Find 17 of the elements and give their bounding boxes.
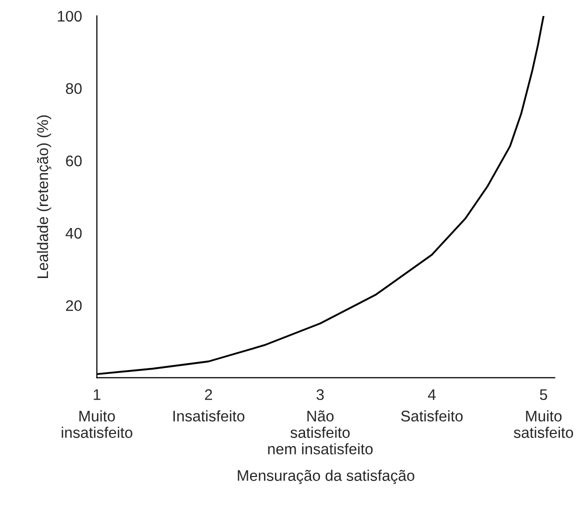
x-tick-label: 2 [205, 389, 212, 400]
y-tick-label: 80 [66, 83, 82, 94]
y-tick-label: 100 [58, 10, 82, 22]
x-axis-title: Mensuração da satisfação [238, 470, 414, 484]
x-tick-label: 5 [540, 389, 548, 400]
text: Não satisfeito nem insatisfeito [268, 410, 373, 454]
text: Satisfeito [401, 410, 463, 422]
x-tick-label: 4 [428, 389, 436, 400]
y-tick-label: 60 [66, 156, 82, 166]
y-axis-title: Lealdade (retenção) (%) [36, 115, 52, 278]
text: Muito satisfeito [514, 410, 574, 438]
text: Insatisfeito [173, 410, 244, 422]
x-tick-label: 1 [94, 389, 100, 400]
y-tick-label: 20 [66, 300, 82, 312]
text: Muito insatisfeito [62, 410, 132, 438]
x-tick-label: 3 [316, 389, 324, 400]
y-tick-label: 40 [66, 228, 82, 239]
